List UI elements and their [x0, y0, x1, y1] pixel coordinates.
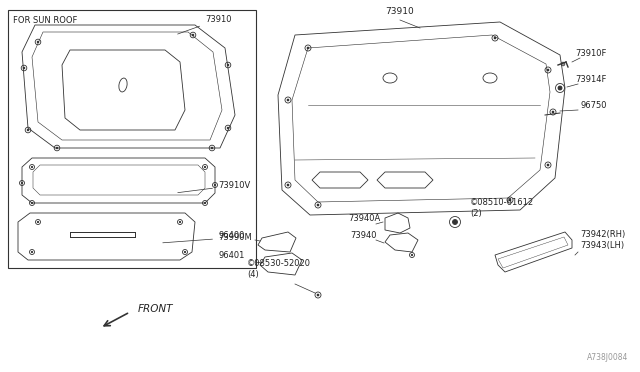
- Text: 73914F: 73914F: [575, 75, 607, 84]
- Circle shape: [211, 147, 213, 149]
- Circle shape: [454, 221, 456, 223]
- Circle shape: [179, 221, 181, 223]
- Circle shape: [27, 129, 29, 131]
- Circle shape: [31, 251, 33, 253]
- Circle shape: [192, 34, 195, 36]
- Circle shape: [31, 166, 33, 168]
- Circle shape: [214, 184, 216, 186]
- Circle shape: [36, 41, 39, 43]
- Circle shape: [509, 199, 511, 201]
- Circle shape: [547, 164, 549, 166]
- Text: ©08510-61612
(2): ©08510-61612 (2): [470, 198, 534, 218]
- Text: 96400: 96400: [219, 231, 245, 240]
- Circle shape: [204, 166, 206, 168]
- Circle shape: [56, 147, 58, 149]
- Circle shape: [204, 202, 206, 204]
- Circle shape: [23, 67, 25, 69]
- Circle shape: [562, 63, 564, 65]
- Circle shape: [411, 254, 413, 256]
- Text: 73940A: 73940A: [348, 214, 380, 223]
- Circle shape: [317, 294, 319, 296]
- Text: 96401: 96401: [219, 251, 245, 260]
- Circle shape: [552, 110, 554, 113]
- Circle shape: [287, 99, 289, 101]
- Text: 73910F: 73910F: [575, 49, 607, 58]
- Text: 73910V: 73910V: [178, 181, 250, 193]
- Text: 73940: 73940: [350, 231, 376, 240]
- Bar: [8, 10, 256, 268]
- Circle shape: [227, 64, 229, 66]
- Text: 73942(RH)
73943(LH): 73942(RH) 73943(LH): [580, 230, 625, 250]
- Text: A738J0084: A738J0084: [587, 353, 628, 362]
- Circle shape: [287, 184, 289, 186]
- Circle shape: [21, 182, 23, 184]
- Circle shape: [559, 87, 561, 89]
- Circle shape: [31, 202, 33, 204]
- Circle shape: [317, 203, 319, 206]
- Circle shape: [452, 219, 458, 224]
- Text: FRONT: FRONT: [138, 304, 173, 314]
- Circle shape: [37, 221, 39, 223]
- Circle shape: [558, 86, 562, 90]
- Circle shape: [184, 251, 186, 253]
- Text: ©08530-52020
(4): ©08530-52020 (4): [247, 259, 311, 279]
- Text: 96750: 96750: [580, 101, 607, 110]
- Text: 73910: 73910: [178, 15, 232, 34]
- Circle shape: [493, 37, 497, 39]
- Text: FOR SUN ROOF: FOR SUN ROOF: [13, 16, 77, 25]
- Circle shape: [227, 127, 229, 129]
- Circle shape: [307, 46, 309, 49]
- Text: 73990M: 73990M: [163, 233, 252, 243]
- Text: 73910: 73910: [386, 7, 414, 16]
- Circle shape: [547, 69, 549, 71]
